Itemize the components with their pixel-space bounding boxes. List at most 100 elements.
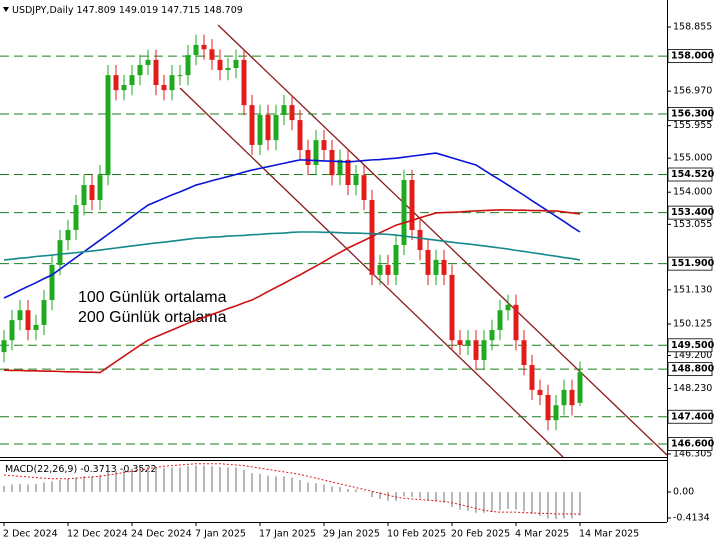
macd-bar bbox=[515, 492, 517, 510]
macd-bar bbox=[211, 466, 213, 493]
macd-bar bbox=[195, 465, 197, 493]
candle-body bbox=[425, 250, 431, 275]
candle-body bbox=[297, 120, 303, 151]
line bbox=[3, 463, 581, 515]
level-label-box bbox=[667, 362, 713, 377]
macd-bar bbox=[523, 492, 525, 512]
candle-body bbox=[137, 64, 143, 76]
macd-bar bbox=[251, 473, 253, 493]
candle-body bbox=[385, 265, 391, 275]
macd-bar bbox=[443, 492, 445, 503]
x-tick-label: 10 Feb 2025 bbox=[387, 529, 446, 540]
candle-body bbox=[201, 44, 207, 50]
candle-body bbox=[377, 265, 383, 275]
x-tick-label: 29 Jan 2025 bbox=[323, 529, 380, 540]
macd-bar bbox=[27, 484, 29, 493]
level-label: 156.300 bbox=[671, 108, 714, 119]
line bbox=[3, 231, 581, 261]
line bbox=[3, 152, 581, 299]
macd-bar bbox=[67, 478, 69, 493]
candle-body bbox=[433, 259, 439, 275]
macd-bar bbox=[547, 492, 549, 519]
candle-body bbox=[217, 59, 223, 71]
level-label: 158.000 bbox=[671, 51, 714, 62]
macd-bar bbox=[155, 467, 157, 493]
level-label-box bbox=[667, 167, 713, 182]
candle-body bbox=[513, 304, 519, 341]
macd-bar bbox=[323, 484, 325, 493]
macd-bar bbox=[35, 483, 37, 493]
candle-body bbox=[569, 389, 575, 406]
y-tick-label: 156.970 bbox=[673, 86, 712, 97]
y-tick-label: 155.955 bbox=[673, 120, 712, 131]
candle-body bbox=[537, 389, 543, 395]
macd-bar bbox=[571, 492, 573, 519]
candle-body bbox=[121, 85, 127, 91]
candle-body bbox=[129, 75, 135, 86]
high-value: 149.019 bbox=[119, 5, 158, 16]
x-tick-label: 4 Mar 2025 bbox=[515, 529, 569, 540]
macd-bar bbox=[187, 466, 189, 493]
macd-bar bbox=[475, 492, 477, 513]
x-tick-label: 17 Jan 2025 bbox=[259, 529, 316, 540]
candle-body bbox=[441, 259, 447, 275]
candle-body bbox=[417, 229, 423, 251]
level-label-box bbox=[667, 437, 713, 451]
candle-body bbox=[401, 179, 407, 245]
macd-bar bbox=[91, 476, 93, 493]
candle-body bbox=[17, 310, 23, 321]
channel-upper bbox=[217, 24, 668, 456]
macd-bar bbox=[355, 489, 357, 493]
candle-body bbox=[177, 75, 183, 77]
candle-body bbox=[521, 340, 527, 366]
level-label-box bbox=[667, 338, 713, 353]
macd-bar bbox=[59, 480, 61, 493]
macd-bar bbox=[51, 481, 53, 493]
macd-bar bbox=[331, 486, 333, 493]
macd-bar bbox=[379, 492, 381, 499]
candle-body bbox=[329, 150, 335, 176]
candle-body bbox=[505, 304, 511, 311]
macd-bar bbox=[227, 467, 229, 493]
macd-bar bbox=[275, 476, 277, 493]
macd-bar bbox=[83, 476, 85, 493]
level-label-box bbox=[667, 256, 713, 271]
macd-bar bbox=[99, 475, 101, 493]
y-tick-label: 151.130 bbox=[673, 284, 712, 295]
level-label: 153.400 bbox=[671, 207, 714, 218]
level-label-box bbox=[667, 205, 713, 220]
macd-bar bbox=[219, 466, 221, 493]
candle-body bbox=[153, 59, 159, 86]
macd-bar bbox=[387, 492, 389, 501]
y-tick-label: 154.000 bbox=[673, 187, 712, 198]
macd-bar bbox=[499, 492, 501, 511]
candle-body bbox=[145, 59, 151, 65]
y-tick-label: 149.200 bbox=[673, 350, 712, 361]
symbol-icon bbox=[3, 7, 9, 12]
candle-body bbox=[225, 68, 231, 71]
macd-bar bbox=[427, 492, 429, 501]
macd-bar bbox=[75, 477, 77, 493]
candle-body bbox=[265, 114, 271, 141]
candle-body bbox=[73, 205, 79, 230]
candle-body bbox=[273, 114, 279, 141]
macd-bar bbox=[19, 483, 21, 493]
legend-ma100: 100 Günlük ortalama bbox=[78, 289, 227, 306]
candle-body bbox=[345, 159, 351, 186]
macd-bar bbox=[243, 469, 245, 493]
x-tick-label: 20 Feb 2025 bbox=[451, 529, 510, 540]
macd-bar bbox=[115, 470, 117, 493]
candle-body bbox=[81, 185, 87, 206]
candle-body bbox=[9, 320, 15, 341]
candle-body bbox=[33, 324, 39, 330]
candle-body bbox=[393, 244, 399, 275]
candle-body bbox=[193, 44, 199, 56]
candle-body bbox=[449, 274, 455, 341]
candle-body bbox=[473, 340, 479, 360]
line bbox=[3, 209, 581, 374]
macd-bar bbox=[395, 492, 397, 501]
macd-bar bbox=[563, 492, 565, 519]
macd-bar bbox=[283, 476, 285, 493]
candle-body bbox=[561, 389, 567, 406]
candle-body bbox=[209, 49, 215, 60]
